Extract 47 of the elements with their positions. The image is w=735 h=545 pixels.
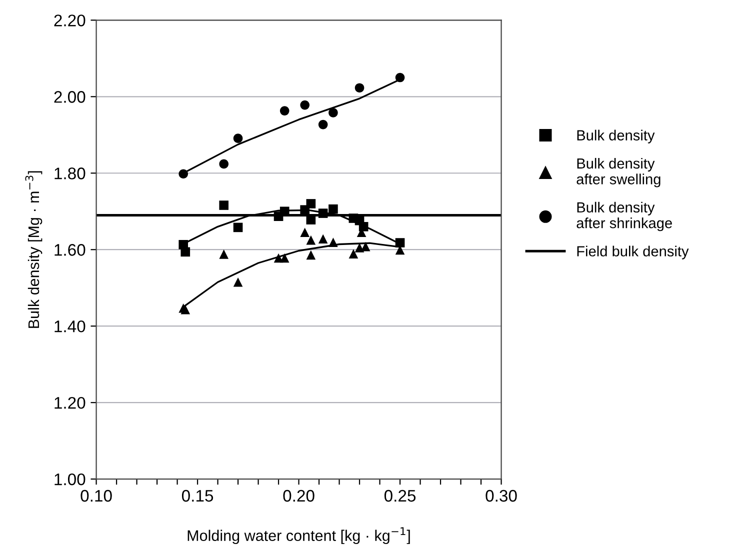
point (280, 253, 290, 263)
y-tick-label: 1.00 (54, 473, 86, 486)
point (300, 100, 310, 110)
y-tick-label: 1.60 (54, 244, 86, 256)
point (219, 250, 229, 259)
point (354, 243, 364, 252)
point (395, 238, 405, 248)
x-tick-label: 0.30 (486, 490, 517, 502)
point (233, 134, 243, 143)
x-axis-title: Molding water content [kg · kg$^{−1}$] (188, 527, 410, 544)
point (280, 106, 290, 116)
point (306, 199, 316, 208)
point (395, 72, 405, 82)
y-tick-label: 2.20 (54, 14, 86, 26)
point (178, 169, 188, 179)
y-tick-label: 1.40 (54, 320, 86, 332)
y-tick-label: 1.20 (54, 396, 86, 409)
y-axis-title: Bulk density [Mg · m$^{−3}$] (25, 171, 42, 328)
y-tick-label: 1.80 (54, 168, 86, 180)
point (318, 234, 328, 244)
legend-label: Bulk density after swelling (576, 158, 660, 188)
point (348, 249, 358, 258)
point (306, 250, 316, 260)
point (233, 277, 243, 287)
legend-label: Bulk density (577, 130, 655, 144)
x-tick-label: 0.20 (283, 490, 314, 502)
point (219, 159, 229, 169)
point (354, 83, 364, 93)
point (358, 222, 368, 232)
point (318, 208, 328, 218)
x-tick-label: 0.15 (182, 490, 214, 502)
legend-label: Bulk density after shrinkage (576, 202, 672, 232)
point (306, 215, 316, 224)
point (306, 235, 316, 245)
point (219, 200, 229, 210)
x-tick-label: 0.25 (384, 490, 416, 502)
point (328, 108, 338, 118)
x-tick-label: 0.10 (80, 490, 112, 502)
point (328, 238, 338, 248)
legend-label: Field bulk density (577, 246, 689, 260)
point (300, 228, 310, 238)
point (360, 242, 370, 252)
point (318, 120, 328, 130)
point (180, 247, 190, 257)
point (233, 222, 243, 232)
point (328, 204, 338, 214)
y-tick-label: 2.00 (54, 91, 86, 103)
